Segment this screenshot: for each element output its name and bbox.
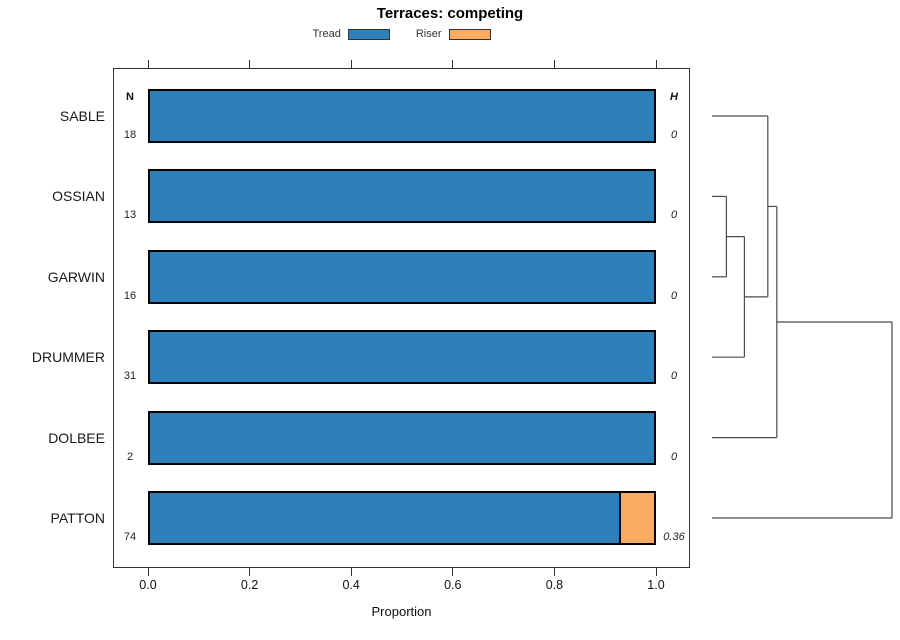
bar-segment-tread [150, 91, 654, 141]
category-label-ossian: OSSIAN [52, 188, 105, 205]
h-value: 0 [670, 129, 678, 141]
x-axis-tick-label: 0.0 [139, 578, 157, 592]
bar-segment-tread [150, 332, 654, 383]
n-value: 2 [126, 450, 134, 463]
bar-segment-tread [150, 171, 654, 222]
h-column-header: H [670, 91, 678, 103]
x-axis-tick-top [147, 60, 149, 68]
bar-row-patton [148, 491, 656, 545]
bar-segment-tread [150, 251, 654, 302]
n-column-header: N [126, 91, 134, 103]
bar-segment-tread [150, 493, 619, 543]
x-axis-tick-bottom [249, 568, 251, 576]
category-label-patton: PATTON [50, 510, 105, 526]
bar-segment-tread [150, 412, 654, 463]
legend-label: Tread [312, 28, 341, 40]
x-axis-tick-bottom [553, 568, 555, 576]
h-value: 0.36 [663, 531, 685, 543]
n-value: 74 [123, 531, 137, 543]
bar-row-garwin [148, 249, 656, 304]
bar-row-dolbee [148, 410, 656, 465]
x-axis-tick-label: 0.8 [545, 578, 564, 592]
category-label-garwin: GARWIN [47, 268, 105, 285]
bar-row-sable [148, 89, 656, 143]
legend-swatch-riser [448, 28, 491, 40]
category-label-dolbee: DOLBEE [48, 429, 105, 446]
h-value: 0 [670, 370, 678, 383]
category-label-sable: SABLE [59, 108, 105, 124]
x-axis-tick-label: 0.4 [342, 578, 360, 592]
category-label-drummer: DRUMMER [31, 349, 105, 366]
x-axis-tick-top [249, 60, 251, 68]
x-axis-label: Proportion [371, 604, 432, 619]
x-axis-tick-top [655, 60, 657, 68]
bar-row-ossian [148, 169, 656, 224]
n-value: 31 [123, 370, 137, 383]
x-axis-tick-label: 0.2 [240, 578, 259, 592]
bar-segment-riser [618, 493, 654, 543]
plot-area [113, 68, 690, 568]
x-axis-tick-top [452, 60, 454, 68]
x-axis-tick-bottom [452, 568, 454, 576]
x-axis-tick-label: 0.6 [444, 578, 462, 592]
n-value: 13 [123, 209, 137, 222]
x-axis-tick-top [553, 60, 555, 68]
h-value: 0 [670, 450, 678, 463]
legend-item: Tread [313, 28, 390, 40]
x-axis-tick-bottom [655, 568, 657, 576]
h-value: 0 [670, 289, 678, 302]
x-axis-tick-top [350, 60, 352, 68]
chart-title: Terraces: competing [376, 5, 524, 22]
legend: Tread Riser [113, 26, 690, 42]
n-value: 16 [123, 289, 137, 302]
x-axis-tick-bottom [147, 568, 149, 576]
n-value: 18 [123, 129, 137, 141]
legend-label: Riser [415, 28, 442, 40]
legend-swatch-tread [347, 28, 390, 40]
bar-row-drummer [148, 330, 656, 385]
legend-item: Riser [416, 28, 491, 40]
x-axis-tick-label: 1.0 [647, 578, 665, 592]
x-axis-tick-bottom [350, 568, 352, 576]
h-value: 0 [670, 209, 678, 222]
